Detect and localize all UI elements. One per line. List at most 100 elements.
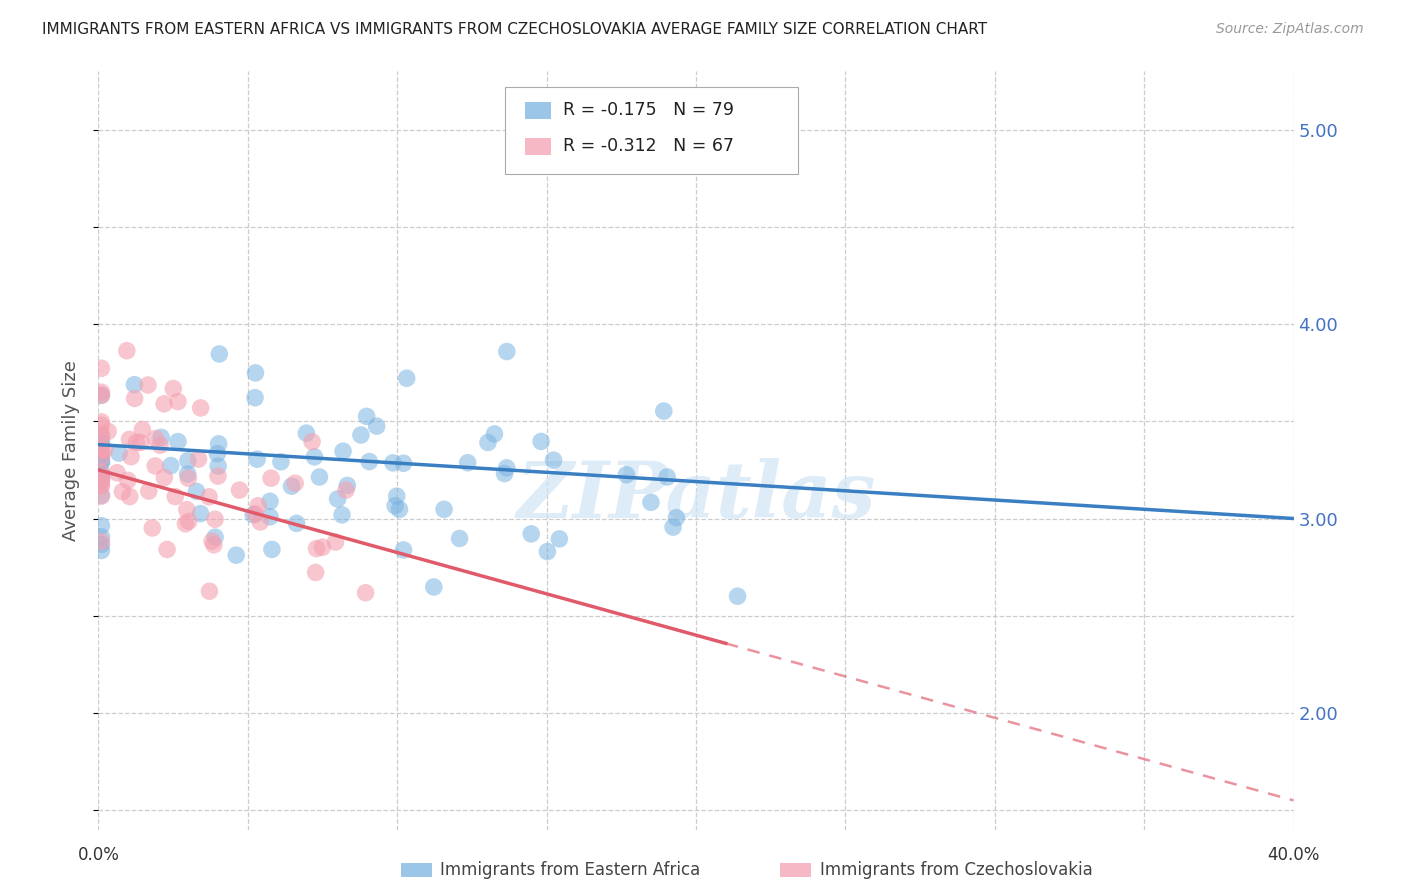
Point [423, 580, 446, 594]
Point [90, 534, 112, 549]
Point [90, 415, 112, 429]
Point [208, 437, 231, 451]
Point [326, 491, 349, 506]
Point [190, 401, 212, 415]
Point [305, 541, 328, 556]
Point [108, 446, 131, 460]
Point [536, 544, 558, 558]
Point [245, 507, 267, 521]
Point [259, 509, 281, 524]
Point [308, 470, 330, 484]
Point [495, 461, 517, 475]
Point [90, 427, 112, 442]
Point [388, 502, 411, 516]
Point [280, 479, 302, 493]
Point [330, 508, 353, 522]
Point [90, 478, 112, 492]
Point [118, 490, 141, 504]
Y-axis label: Average Family Size: Average Family Size [62, 360, 80, 541]
Point [153, 470, 176, 484]
Point [325, 535, 347, 549]
Text: R = -0.312   N = 67: R = -0.312 N = 67 [564, 136, 734, 154]
Point [120, 450, 142, 464]
Point [335, 483, 357, 497]
Point [177, 471, 200, 485]
Point [153, 397, 176, 411]
Point [105, 466, 128, 480]
Point [174, 516, 197, 531]
Point [354, 586, 377, 600]
Text: 40.0%: 40.0% [1267, 847, 1320, 864]
Point [530, 434, 553, 449]
Point [245, 366, 267, 380]
Point [165, 490, 187, 504]
Point [616, 467, 638, 482]
Point [177, 514, 200, 528]
Point [90, 472, 112, 486]
Point [652, 404, 675, 418]
Point [90, 451, 112, 466]
Point [90, 466, 112, 480]
Point [176, 467, 198, 481]
Point [90, 431, 112, 445]
Point [90, 443, 112, 458]
Point [186, 484, 208, 499]
Point [167, 434, 190, 449]
Point [295, 426, 318, 441]
Point [548, 532, 571, 546]
Point [270, 455, 292, 469]
Point [201, 534, 224, 549]
Point [124, 392, 146, 406]
Point [117, 473, 139, 487]
Point [111, 484, 134, 499]
Point [190, 507, 212, 521]
Point [90, 361, 112, 376]
Point [243, 391, 266, 405]
Point [90, 443, 112, 458]
Point [477, 435, 499, 450]
Point [90, 455, 112, 469]
Point [457, 456, 479, 470]
Point [332, 444, 354, 458]
Point [392, 543, 415, 558]
Point [384, 499, 406, 513]
Point [145, 432, 167, 446]
Point [90, 450, 112, 465]
Point [311, 540, 333, 554]
Point [97, 425, 120, 439]
Point [90, 418, 112, 433]
Point [359, 454, 381, 468]
Point [198, 584, 221, 599]
Point [242, 508, 264, 522]
Point [304, 450, 326, 464]
Text: IMMIGRANTS FROM EASTERN AFRICA VS IMMIGRANTS FROM CZECHOSLOVAKIA AVERAGE FAMILY : IMMIGRANTS FROM EASTERN AFRICA VS IMMIGR… [42, 22, 987, 37]
Point [395, 371, 418, 385]
Point [90, 447, 112, 461]
Point [204, 530, 226, 544]
Point [149, 438, 172, 452]
Text: Immigrants from Czechoslovakia: Immigrants from Czechoslovakia [820, 861, 1092, 879]
FancyBboxPatch shape [505, 87, 797, 174]
Point [176, 502, 198, 516]
Point [159, 458, 181, 473]
Point [225, 548, 247, 562]
Point [141, 521, 163, 535]
Point [392, 456, 415, 470]
Point [90, 470, 112, 484]
Point [520, 527, 543, 541]
Point [285, 516, 308, 531]
Point [90, 474, 112, 488]
Point [202, 538, 225, 552]
Point [207, 459, 229, 474]
Point [124, 377, 146, 392]
Point [115, 343, 138, 358]
Point [156, 542, 179, 557]
Point [167, 394, 190, 409]
Point [305, 566, 328, 580]
Point [94, 442, 117, 457]
Point [284, 476, 307, 491]
Point [90, 479, 112, 493]
Point [247, 499, 270, 513]
Point [90, 467, 112, 482]
Point [494, 467, 516, 481]
